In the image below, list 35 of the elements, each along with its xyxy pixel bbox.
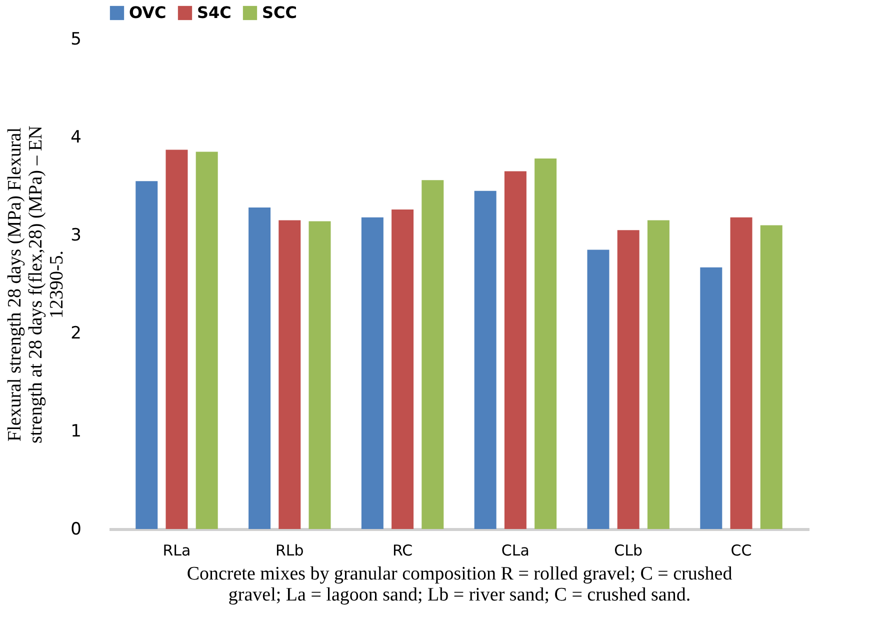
x-tick-label: RC [392, 542, 413, 560]
x-tick-label: CC [730, 542, 752, 560]
y-tick-label: 4 [70, 128, 82, 148]
bar [474, 190, 496, 529]
y-tick-label: 5 [70, 30, 82, 50]
bar [617, 230, 640, 529]
y-axis-title: Flexural strength 28 days (MPa) Flexural strength at 28 days f(flex,28) (MPa) – EN 12390-5. [4, 125, 68, 444]
x-tick-label: CLb [614, 542, 643, 560]
x-tick-label: CLa [501, 542, 530, 560]
bar [534, 158, 557, 529]
bar [166, 150, 188, 529]
bar [308, 221, 331, 529]
bar [248, 208, 271, 529]
bar [196, 152, 218, 529]
bar [587, 250, 610, 529]
y-tick-label: 1 [70, 422, 82, 442]
bar [278, 220, 301, 529]
legend-label: SCC [262, 3, 298, 22]
x-tick-label: RLb [275, 542, 304, 560]
y-tick-label: 3 [70, 226, 82, 246]
bar [361, 217, 384, 529]
y-tick-label: 2 [70, 324, 82, 344]
bar [647, 220, 670, 529]
bar [700, 267, 722, 529]
bar [760, 225, 782, 529]
x-tick-label: RLa [162, 542, 191, 560]
bar [422, 180, 444, 529]
bar [730, 217, 752, 529]
bar [136, 181, 158, 529]
legend-label: OVC [129, 3, 166, 22]
legend-label: S4C [197, 3, 232, 22]
bar [504, 171, 526, 529]
bar [392, 210, 414, 529]
x-axis-title: Concrete mixes by granular composition R = rolled gravel; C = crushed gravel; La = lagoon sand; Lb = river sand; C = crushed sand. [186, 564, 733, 606]
y-tick-label: 0 [70, 520, 82, 540]
